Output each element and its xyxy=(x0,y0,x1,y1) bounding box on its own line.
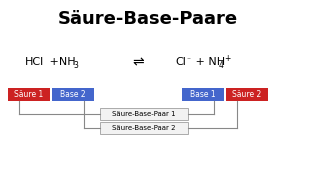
Text: 3: 3 xyxy=(73,61,78,70)
Text: Säure-Base-Paar 1: Säure-Base-Paar 1 xyxy=(112,111,176,117)
Text: Säure-Base-Paar 2: Säure-Base-Paar 2 xyxy=(112,125,176,131)
Text: + NH: + NH xyxy=(192,57,225,67)
Text: ⇌: ⇌ xyxy=(132,55,144,69)
Text: Säure 1: Säure 1 xyxy=(14,90,44,99)
Text: Säure-Base-Paare: Säure-Base-Paare xyxy=(58,10,238,28)
FancyBboxPatch shape xyxy=(182,88,224,101)
Text: Säure 2: Säure 2 xyxy=(232,90,262,99)
FancyBboxPatch shape xyxy=(100,108,188,120)
Text: HCl: HCl xyxy=(25,57,44,67)
Text: ⁻: ⁻ xyxy=(186,55,190,64)
Text: Cl: Cl xyxy=(175,57,186,67)
Text: +: + xyxy=(224,54,230,63)
FancyBboxPatch shape xyxy=(8,88,50,101)
FancyBboxPatch shape xyxy=(100,122,188,134)
FancyBboxPatch shape xyxy=(226,88,268,101)
Text: 4: 4 xyxy=(219,61,224,70)
FancyBboxPatch shape xyxy=(52,88,94,101)
Text: +NH: +NH xyxy=(46,57,76,67)
Text: Base 2: Base 2 xyxy=(60,90,86,99)
Text: Base 1: Base 1 xyxy=(190,90,216,99)
